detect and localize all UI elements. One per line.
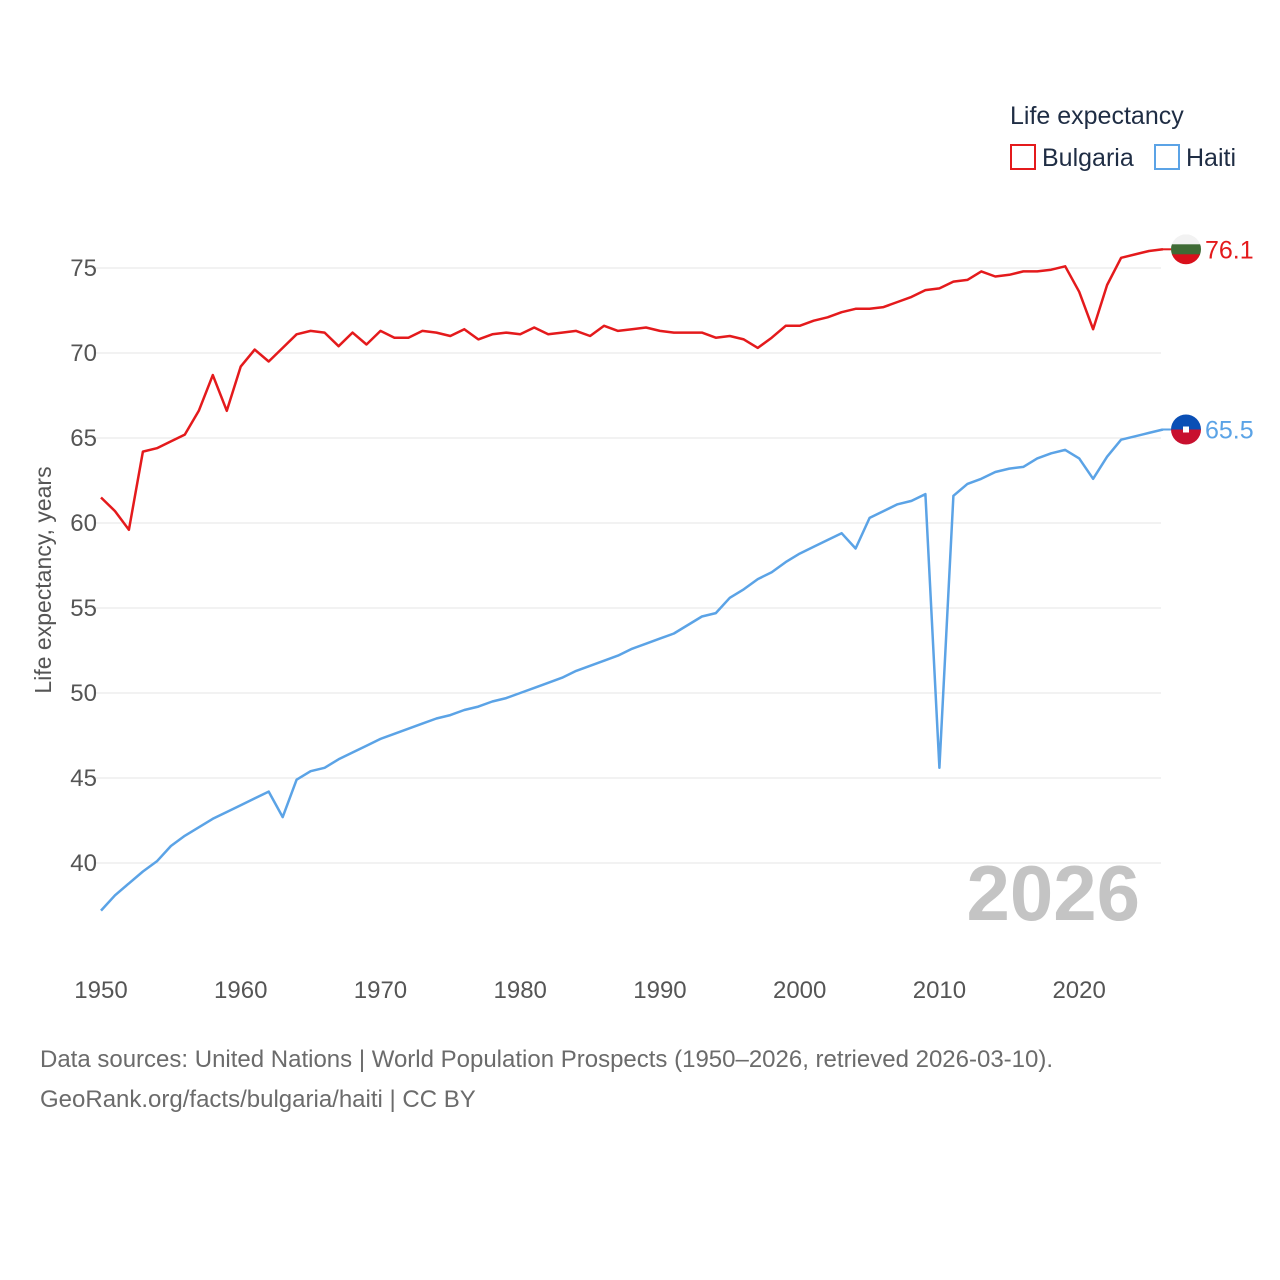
x-tick-label-1960: 1960 xyxy=(214,977,267,1004)
y-tick-label-55: 55 xyxy=(70,595,97,622)
end-value-label-haiti: 65.5 xyxy=(1205,417,1254,445)
flag-bulgaria-icon xyxy=(1171,234,1201,265)
y-tick-label-45: 45 xyxy=(70,765,97,792)
grid-lines xyxy=(95,267,1161,864)
y-axis-title: Life expectancy, years xyxy=(30,466,56,693)
y-axis-ticks: 40 45 50 55 60 65 70 75 xyxy=(70,255,97,877)
y-tick-label-75: 75 xyxy=(70,255,97,282)
y-tick-label-40: 40 xyxy=(70,850,97,877)
x-tick-label-2020: 2020 xyxy=(1052,977,1105,1004)
y-tick-label-70: 70 xyxy=(70,340,97,367)
x-tick-label-1980: 1980 xyxy=(494,977,547,1004)
y-tick-label-50: 50 xyxy=(70,680,97,707)
legend: Life expectancy Bulgaria Haiti xyxy=(1010,102,1236,172)
credit-text: GeoRank.org/facts/bulgaria/haiti | CC BY xyxy=(40,1086,476,1113)
series-line-bulgaria xyxy=(100,248,1164,532)
x-tick-label-1970: 1970 xyxy=(354,977,407,1004)
end-value-label-bulgaria: 76.1 xyxy=(1205,236,1254,264)
x-axis-ticks: 1950 1960 1970 1980 1990 2000 2010 2020 xyxy=(74,977,1106,1004)
x-tick-label-1950: 1950 xyxy=(74,977,127,1004)
x-tick-label-2000: 2000 xyxy=(773,977,826,1004)
data-source-text: Data sources: United Nations | World Pop… xyxy=(40,1046,1054,1073)
x-tick-label-1990: 1990 xyxy=(633,977,686,1004)
y-tick-label-60: 60 xyxy=(70,510,97,537)
y-tick-label-65: 65 xyxy=(70,425,97,452)
series-layer: 76.1 65.5 xyxy=(100,234,1254,912)
current-year-label: 2026 xyxy=(966,849,1140,937)
legend-swatch-haiti xyxy=(1154,144,1180,170)
flag-haiti-icon xyxy=(1171,414,1201,445)
legend-label-bulgaria: Bulgaria xyxy=(1042,144,1134,172)
legend-title: Life expectancy xyxy=(1010,102,1184,130)
legend-swatch-bulgaria xyxy=(1010,144,1036,170)
series-line-haiti xyxy=(100,428,1164,912)
x-tick-label-2010: 2010 xyxy=(913,977,966,1004)
legend-label-haiti: Haiti xyxy=(1186,144,1236,172)
